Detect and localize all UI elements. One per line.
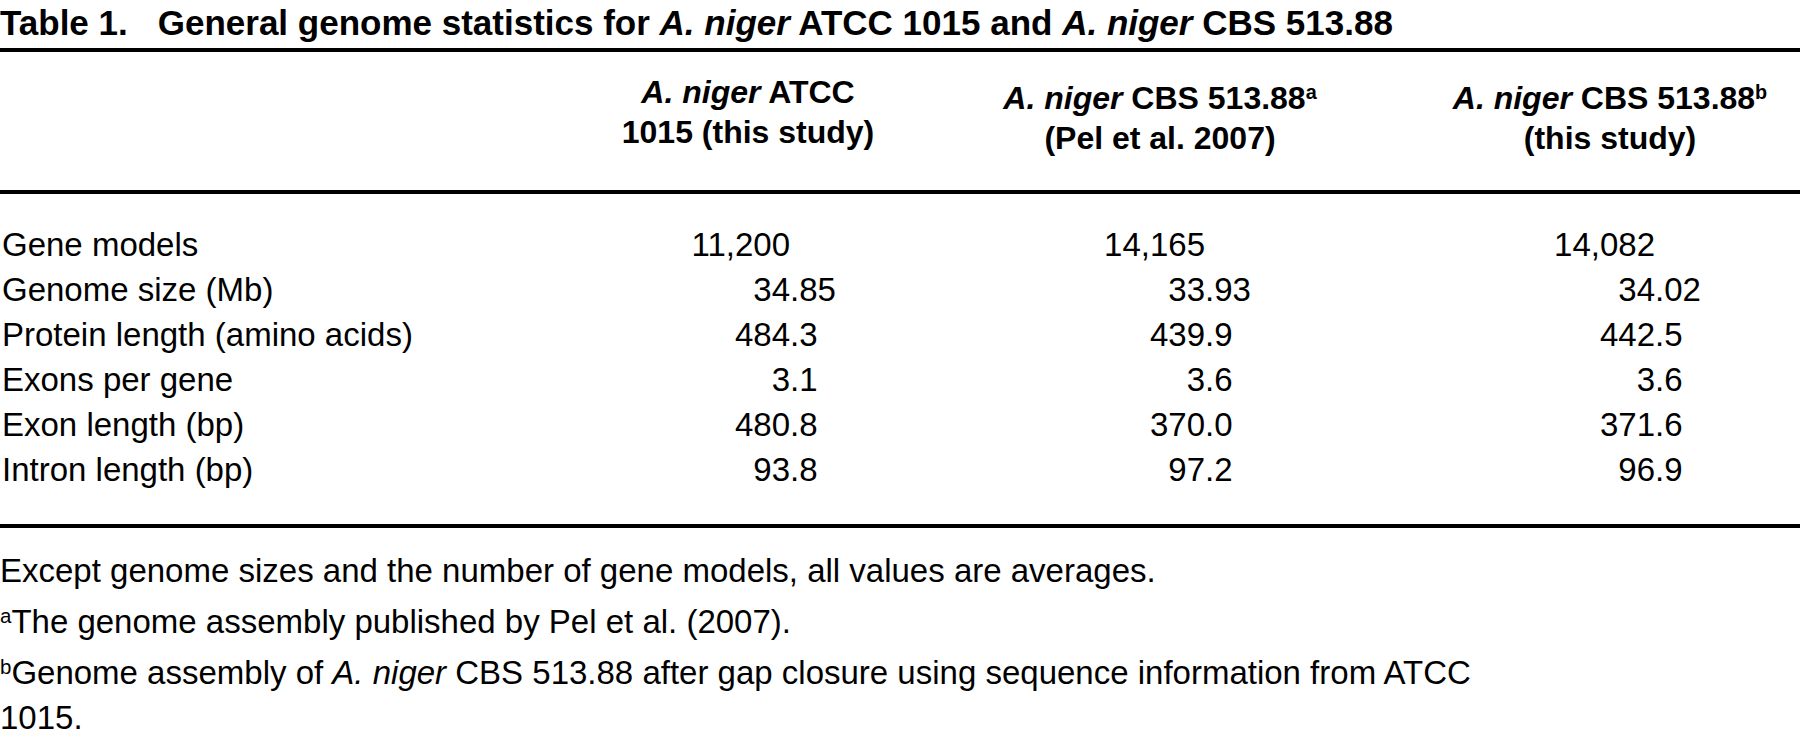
- row-label: Exons per gene: [2, 357, 233, 402]
- paper-table-figure: Table 1. General genome statistics for A.…: [0, 0, 1800, 732]
- column-header-cbs-pel: A. niger CBS 513.88a (Pel et al. 2007): [1003, 72, 1316, 158]
- title-text-3: CBS 513.88: [1192, 3, 1392, 42]
- header-rule: [0, 190, 1800, 194]
- cell-value: 3.6: [1453, 357, 1703, 402]
- column-header-line-2: (this study): [1453, 118, 1767, 158]
- table-row-protein-length: Protein length (amino acids) 484.3 439.9…: [0, 312, 1800, 357]
- cell-value: 370.0: [1003, 402, 1253, 447]
- footnote-marker-a: a: [0, 604, 11, 627]
- cell-value: 34.85: [588, 267, 838, 312]
- cell-value: 484.3: [588, 312, 838, 357]
- bottom-rule: [0, 524, 1800, 528]
- title-text-2: ATCC 1015 and: [790, 3, 1062, 42]
- row-label: Intron length (bp): [2, 447, 253, 492]
- footnote-b-text-1: Genome assembly of: [11, 654, 332, 691]
- column-header-line-1: A. niger CBS 513.88a: [1003, 72, 1316, 118]
- title-species-1: A. niger: [660, 3, 790, 42]
- row-label: Genome size (Mb): [2, 267, 273, 312]
- column-header-line-1: A. niger ATCC: [622, 72, 875, 112]
- strain-name: ATCC: [760, 74, 854, 110]
- cell-value: 371.6: [1453, 402, 1703, 447]
- cell-value: 480.8: [588, 402, 838, 447]
- cell-value: 439.9: [1003, 312, 1253, 357]
- table-row-exons-per-gene: Exons per gene 3.1 3.6 3.6: [0, 357, 1800, 402]
- row-label: Protein length (amino acids): [2, 312, 413, 357]
- table-number: Table 1.: [0, 3, 128, 42]
- footnote-a-text: The genome assembly published by Pel et …: [11, 603, 791, 640]
- species-name: A. niger: [641, 74, 760, 110]
- column-header-atcc-1015: A. niger ATCC 1015 (this study): [622, 72, 875, 152]
- table-row-gene-models: Gene models 11,200 14,165 14,082: [0, 222, 1800, 267]
- cell-value: 93.8: [588, 447, 838, 492]
- strain-name: CBS 513.88: [1122, 80, 1305, 116]
- cell-value: 11,200: [588, 222, 838, 267]
- row-label: Exon length (bp): [2, 402, 244, 447]
- cell-value: 14,165: [1003, 222, 1253, 267]
- footnote-marker-a: a: [1306, 81, 1317, 103]
- column-header-line-2: (Pel et al. 2007): [1003, 118, 1316, 158]
- column-header-line-1: A. niger CBS 513.88b: [1453, 72, 1767, 118]
- cell-value: 3.1: [588, 357, 838, 402]
- footnote-a: aThe genome assembly published by Pel et…: [0, 593, 1515, 644]
- cell-value: 96.9: [1453, 447, 1703, 492]
- column-header-line-2: 1015 (this study): [622, 112, 875, 152]
- strain-name: CBS 513.88: [1572, 80, 1755, 116]
- table-row-genome-size: Genome size (Mb) 34.85 33.93 34.02: [0, 267, 1800, 312]
- title-species-2: A. niger: [1062, 3, 1192, 42]
- footnote-general: Except genome sizes and the number of ge…: [0, 548, 1515, 593]
- footnote-b: bGenome assembly of A. niger CBS 513.88 …: [0, 644, 1515, 732]
- footnote-marker-b: b: [1755, 81, 1767, 103]
- cell-value: 97.2: [1003, 447, 1253, 492]
- column-header-cbs-this-study: A. niger CBS 513.88b (this study): [1453, 72, 1767, 158]
- cell-value: 3.6: [1003, 357, 1253, 402]
- table-footnotes: Except genome sizes and the number of ge…: [0, 548, 1515, 732]
- cell-value: 33.93: [1003, 267, 1253, 312]
- top-rule: [0, 48, 1800, 52]
- cell-value: 34.02: [1453, 267, 1703, 312]
- footnote-b-species: A. niger: [332, 654, 446, 691]
- title-text-1: General genome statistics for: [158, 3, 660, 42]
- table-row-intron-length: Intron length (bp) 93.8 97.2 96.9: [0, 447, 1800, 492]
- footnote-marker-b: b: [0, 655, 11, 678]
- table-row-exon-length: Exon length (bp) 480.8 370.0 371.6: [0, 402, 1800, 447]
- row-label: Gene models: [2, 222, 198, 267]
- species-name: A. niger: [1003, 80, 1122, 116]
- cell-value: 14,082: [1453, 222, 1703, 267]
- cell-value: 442.5: [1453, 312, 1703, 357]
- table-title: Table 1. General genome statistics for A.…: [0, 0, 1393, 46]
- species-name: A. niger: [1453, 80, 1572, 116]
